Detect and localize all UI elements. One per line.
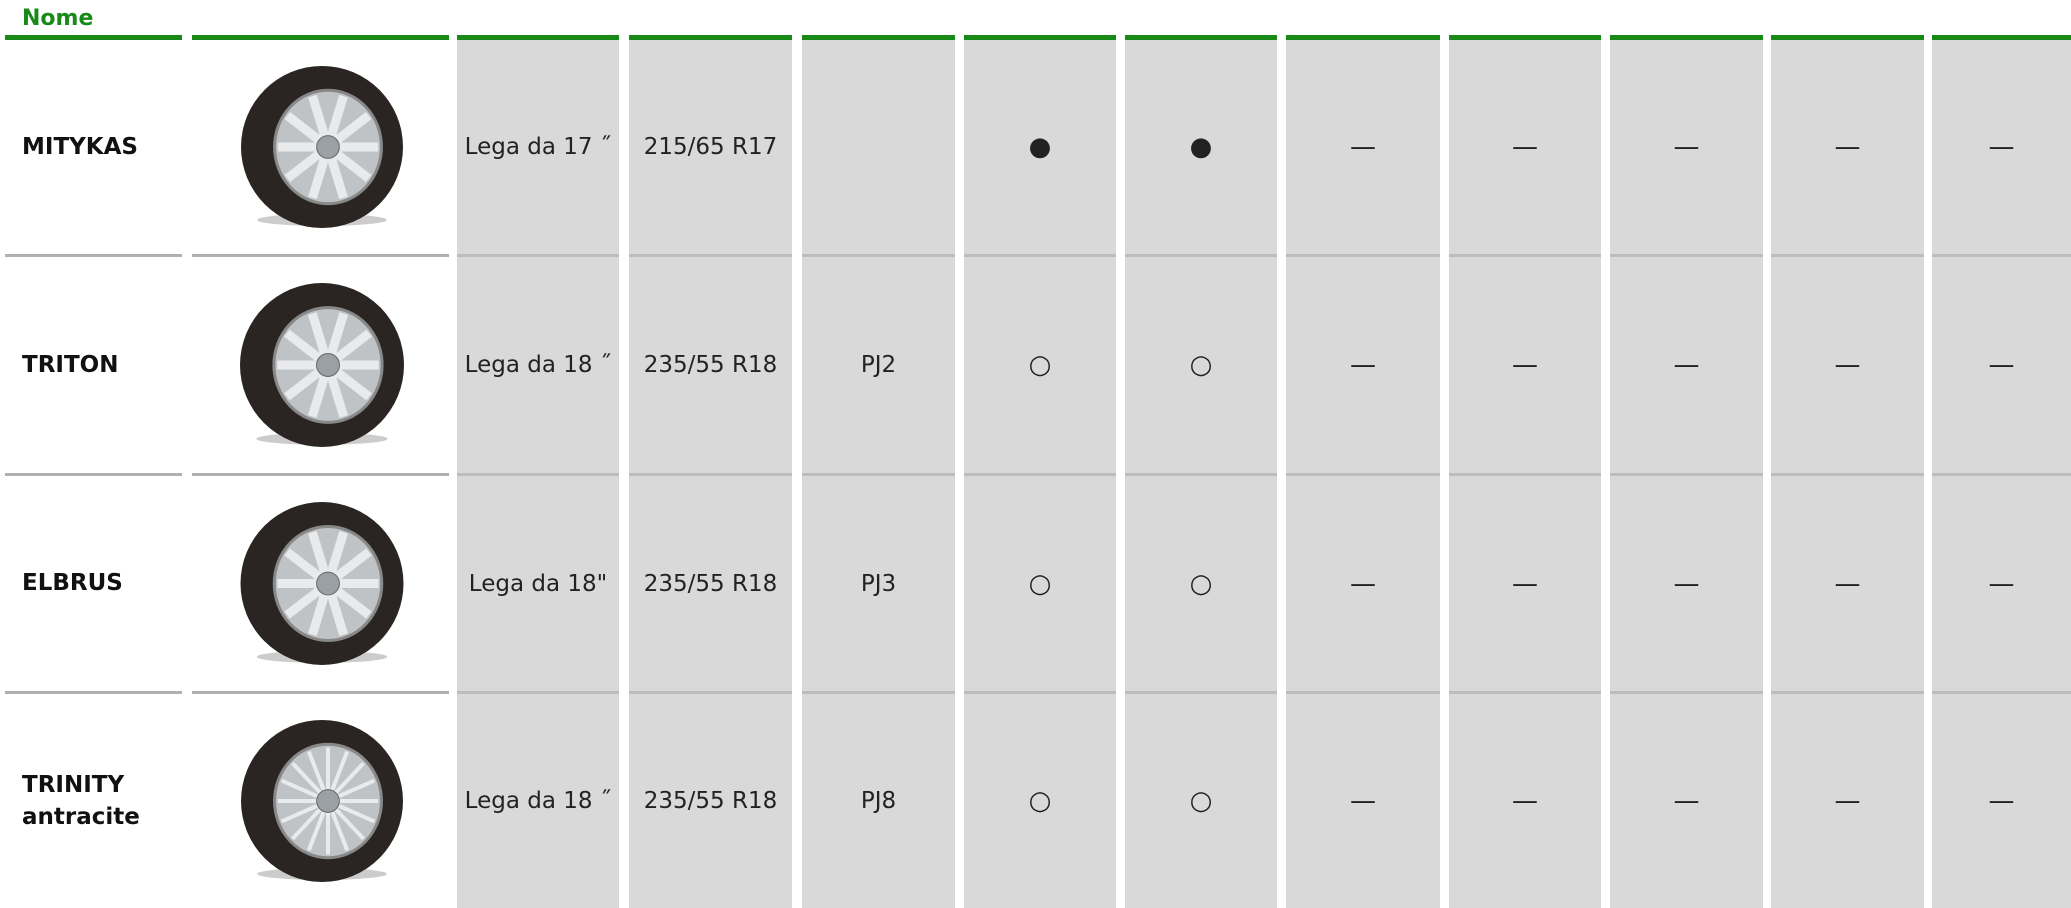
row-separator [192,691,449,694]
table-cell: PJ2 [802,257,955,473]
row-name: MITYKAS [5,40,182,254]
table-cell: — [1610,476,1763,691]
wheel-image [232,496,412,671]
table-cell: — [1932,476,2071,691]
table-cell: — [1932,40,2071,254]
row-name: TRITON [5,257,182,473]
wheel-image [232,714,412,888]
table-cell: ○ [964,476,1116,691]
table-cell: ● [1125,40,1277,254]
table-cell: — [1286,257,1440,473]
table-cell: — [1771,40,1924,254]
wheel-image [232,277,412,453]
wheel-image [232,60,412,234]
table-cell: 235/55 R18 [629,257,792,473]
table-cell: — [1771,476,1924,691]
table-cell: Lega da 18 ˝ [457,257,619,473]
table-cell: ○ [964,694,1116,908]
table-cell: — [1286,694,1440,908]
row-name: ELBRUS [5,476,182,691]
table-cell: — [1932,694,2071,908]
table-cell: ○ [1125,476,1277,691]
page: Nome MITYKAS Lega da 17 ˝215/65 R17●●———… [0,0,2071,908]
table-cell: — [1932,257,2071,473]
column-header: Nome [22,6,93,31]
row-separator [192,254,449,257]
table-cell: — [1449,257,1601,473]
table-cell: Lega da 18 ˝ [457,694,619,908]
table-cell: ○ [1125,694,1277,908]
table-cell: ○ [1125,257,1277,473]
table-cell: ○ [964,257,1116,473]
table-cell: Lega da 17 ˝ [457,40,619,254]
table-cell: — [1449,694,1601,908]
table-cell: — [1286,476,1440,691]
table-cell: — [1610,694,1763,908]
table-cell: 215/65 R17 [629,40,792,254]
table-cell: — [1449,476,1601,691]
header-rule [192,35,449,40]
table-cell: — [1771,694,1924,908]
table-cell: Lega da 18" [457,476,619,691]
table-cell: — [1610,40,1763,254]
table-cell: PJ3 [802,476,955,691]
table-cell: PJ8 [802,694,955,908]
table-cell: 235/55 R18 [629,694,792,908]
header-rule [802,35,955,40]
table-cell: 235/55 R18 [629,476,792,691]
row-name: TRINITY antracite [5,694,182,908]
table-cell: — [1610,257,1763,473]
table-cell: — [1771,257,1924,473]
table-cell: — [1286,40,1440,254]
table-cell: ● [964,40,1116,254]
table-cell: — [1449,40,1601,254]
row-separator [192,473,449,476]
